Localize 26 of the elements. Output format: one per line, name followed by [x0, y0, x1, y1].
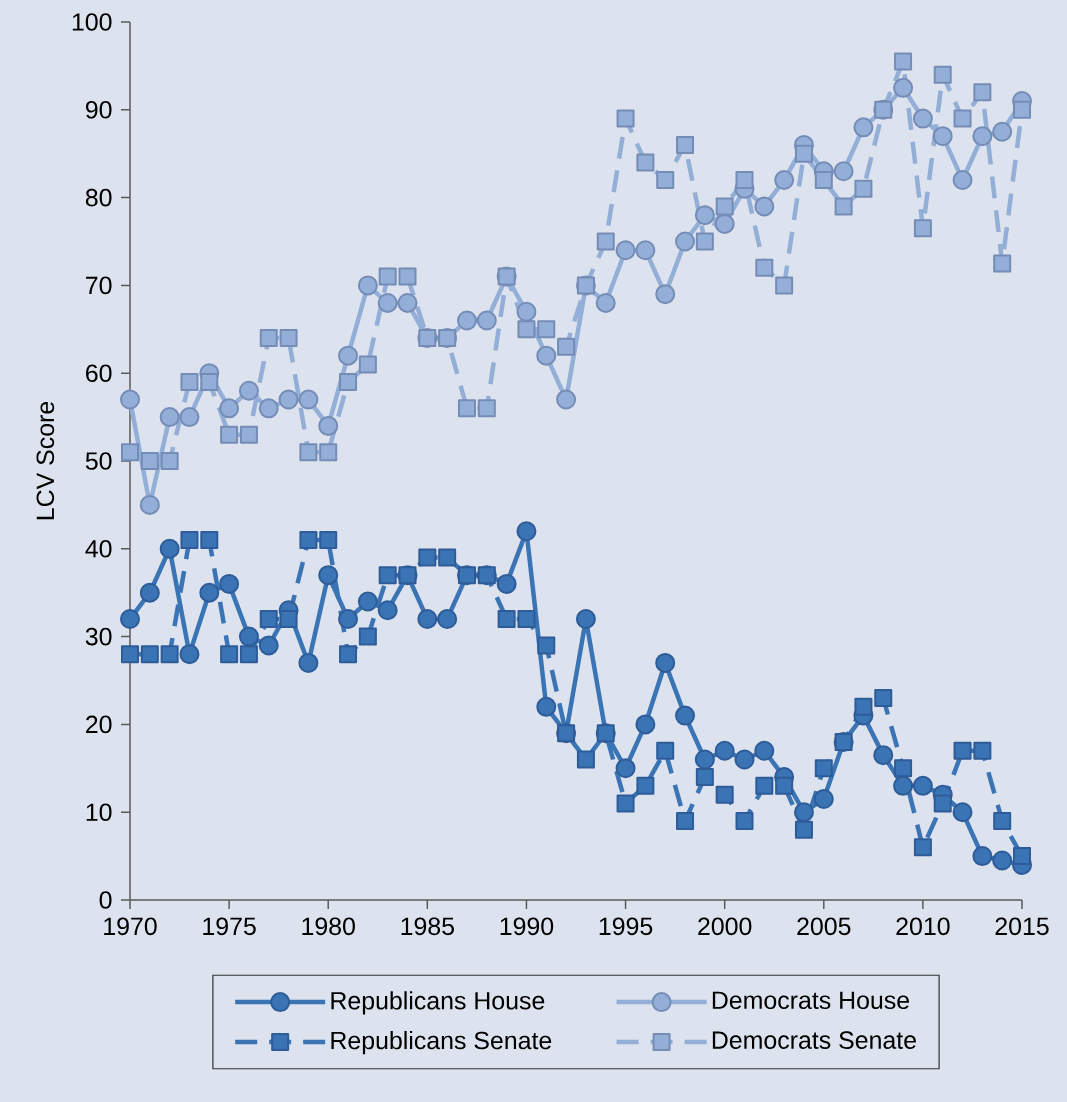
y-tick-label: 50: [85, 452, 112, 470]
x-tick-label: 1985: [401, 917, 454, 936]
y-tick-label: 80: [85, 188, 112, 207]
legend-label: Republicans House: [331, 991, 545, 1015]
y-tick-label: 100: [72, 13, 112, 31]
x-tick-label: 2015: [995, 917, 1049, 936]
y-tick-label: 20: [86, 715, 112, 734]
y-tick-label: 70: [86, 276, 112, 295]
y-tick-label: 0: [99, 891, 112, 909]
y-tick-label: 10: [86, 803, 112, 822]
x-tick-label: 2010: [896, 917, 950, 936]
legend-label: Democrats Senate: [712, 1031, 916, 1049]
x-tick-label: 1995: [599, 917, 653, 936]
y-tick-label: 30: [85, 627, 112, 646]
y-tick-label: 90: [85, 100, 112, 119]
legend-label: Democrats House: [712, 991, 909, 1010]
x-tick-label: 2000: [698, 917, 752, 936]
y-tick-label: 60: [86, 364, 112, 383]
x-tick-label: 1990: [500, 917, 554, 936]
x-tick-label: 1975: [203, 917, 256, 936]
x-tick-label: 1980: [302, 917, 355, 936]
legend-label: Republicans Senate: [331, 1031, 552, 1055]
y-axis-title: LCV Score: [36, 401, 55, 520]
y-tick-label: 40: [85, 539, 112, 558]
x-tick-label: 2005: [797, 917, 851, 936]
x-tick-label: 1970: [104, 917, 157, 936]
